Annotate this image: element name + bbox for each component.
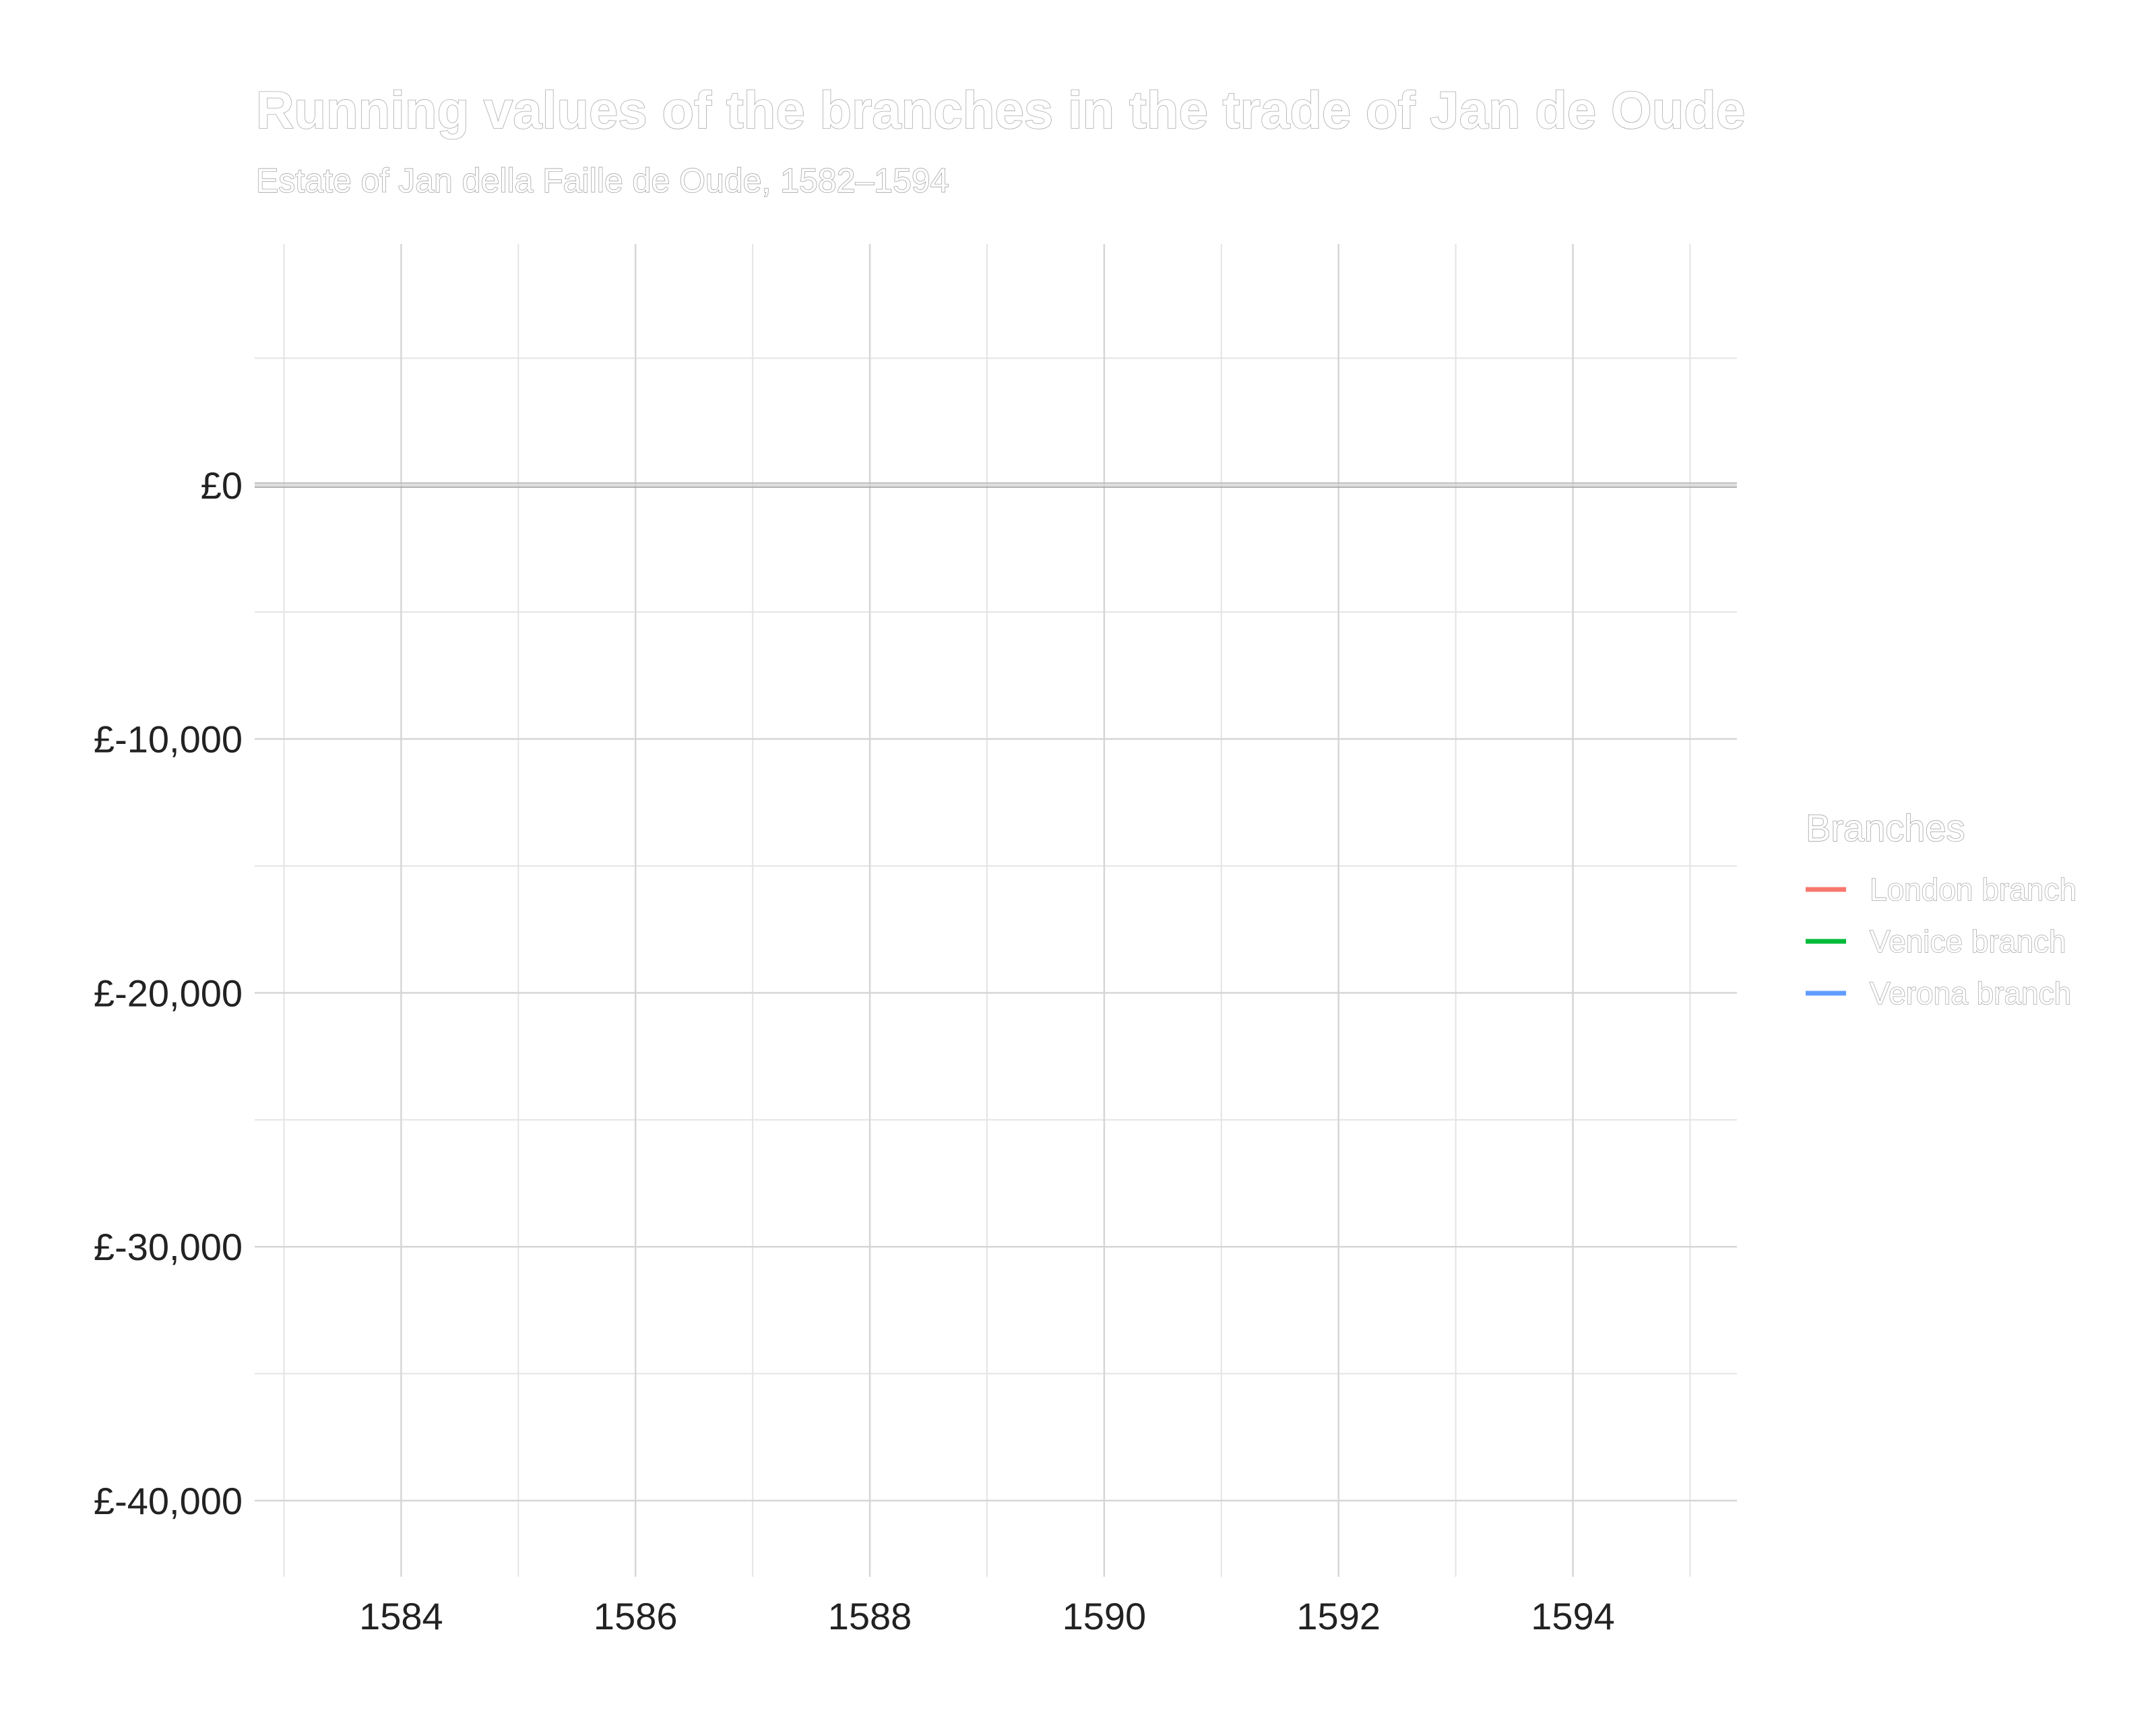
y-tick-label: £-10,000 <box>94 718 243 761</box>
x-tick-label: 1592 <box>1296 1595 1381 1637</box>
chart-title: Running values of the branches in the tr… <box>256 80 1745 139</box>
x-axis-tick-labels: 1584 1586 1588 1590 1592 1594 <box>359 1595 1615 1637</box>
zero-reference-line <box>255 482 1737 488</box>
x-tick-label: 1594 <box>1531 1595 1615 1637</box>
major-grid <box>255 244 1737 1577</box>
y-tick-label: £0 <box>201 464 243 507</box>
x-tick-label: 1586 <box>594 1595 678 1637</box>
legend: Branches London branch Venice branch Veron… <box>1805 806 2076 1011</box>
y-tick-label: £-30,000 <box>94 1226 243 1268</box>
legend-label: Venice branch <box>1870 924 2066 959</box>
minor-grid <box>255 244 1737 1577</box>
legend-label: London branch <box>1870 872 2076 907</box>
legend-label: Verona branch <box>1870 976 2071 1011</box>
y-tick-label: £-40,000 <box>94 1480 243 1522</box>
x-tick-label: 1584 <box>359 1595 443 1637</box>
chart-subtitle: Estate of Jan della Faille de Oude, 1582… <box>256 162 949 199</box>
x-tick-label: 1590 <box>1063 1595 1147 1637</box>
y-tick-label: £-20,000 <box>94 972 243 1014</box>
x-tick-label: 1588 <box>828 1595 912 1637</box>
legend-title: Branches <box>1806 807 1965 849</box>
y-axis-tick-labels: £0 £-10,000 £-20,000 £-30,000 £-40,000 <box>94 464 243 1522</box>
